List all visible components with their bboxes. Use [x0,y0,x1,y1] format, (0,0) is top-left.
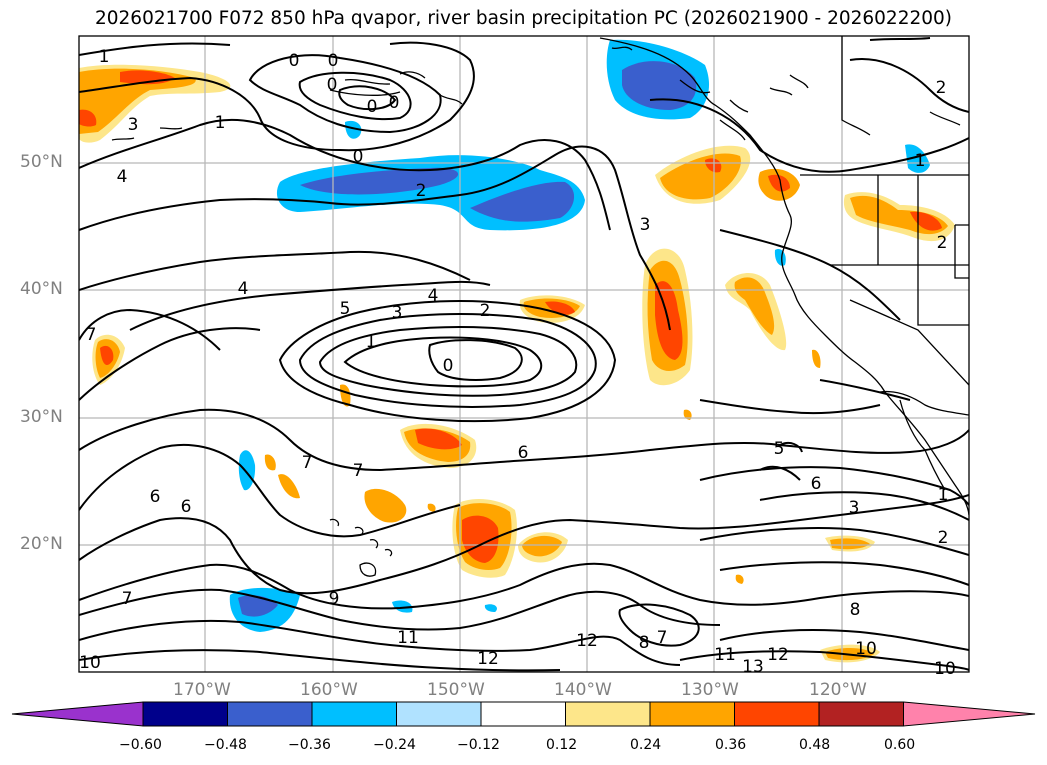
contour-label: 4 [428,286,439,306]
colorbar-cell [818,701,904,727]
contour-label: 3 [392,303,403,323]
lat-label: 50°N [20,152,63,172]
contour-label: 5 [774,439,785,459]
lon-label: 160°W [300,680,358,700]
contour-label: 3 [640,215,651,235]
contour-label: 6 [150,487,161,507]
colorbar-cell [311,701,397,727]
contour-label: 4 [238,279,249,299]
colorbar [11,701,1036,727]
contour-label: 7 [122,589,133,609]
colorbar-tick-label: −0.48 [204,737,247,753]
contour-label: 3 [849,498,860,518]
colorbar-tick-label: 0.36 [715,737,747,753]
contour-label: 6 [811,474,822,494]
colorbar-tick-label: 0.24 [630,737,662,753]
contour-label: 9 [329,589,340,609]
colorbar-cell [396,701,482,727]
contour-label: 7 [302,453,313,473]
contour-label: 1 [215,113,226,133]
contour-label: 7 [86,325,97,345]
contour-label: 12 [477,649,499,669]
contour-label: 2 [480,301,491,321]
contour-label: 7 [657,628,668,648]
colorbar-cell [649,701,735,727]
contour-label: 2 [416,181,427,201]
contour-label: 0 [328,51,339,71]
colorbar-cell [565,701,651,727]
colorbar-tick-label: 0.12 [546,737,578,753]
lon-label: 170°W [173,680,231,700]
shading-negative [229,39,930,632]
contour-label: 8 [850,600,861,620]
colorbar-cell [142,701,228,727]
colorbar-tick-label: −0.36 [288,737,331,753]
contour-label: 10 [855,639,877,659]
contour-label: 7 [353,461,364,481]
contour-label: 0 [389,93,400,113]
contour-label: 11 [714,645,736,665]
lat-label: 30°N [20,407,63,427]
contour-label: 11 [397,628,419,648]
contour-label: 3 [128,115,139,135]
colorbar-extend-low [11,701,144,727]
lon-label: 140°W [554,680,612,700]
colorbar-tick-label: 0.60 [884,737,916,753]
contour-label: 8 [639,633,650,653]
contour-label: 5 [340,299,351,319]
contour-label: 1 [366,332,377,352]
contour-label: 0 [367,97,378,117]
contour-label: 1 [99,47,110,67]
lat-label: 40°N [20,279,63,299]
qvapor-contours [79,37,969,672]
map-frame [78,35,970,673]
colorbar-cell [480,701,566,727]
colorbar-tick-label: 0.48 [799,737,831,753]
colorbar-tick-label: −0.12 [457,737,500,753]
lat-label: 20°N [20,534,63,554]
contour-label: 1 [938,485,949,505]
contour-label: 4 [117,167,128,187]
lon-label: 150°W [427,680,485,700]
contour-label: 2 [938,528,949,548]
colorbar-tick-label: −0.60 [119,737,162,753]
coastlines [111,36,969,516]
colorbar-tick-label: −0.24 [373,737,416,753]
colorbar-extend-high [903,701,1036,727]
colorbar-cell [734,701,820,727]
hawaii-islands [329,518,393,577]
contour-label: 6 [181,497,192,517]
shading-positive [79,64,955,663]
contour-label: 13 [742,657,764,677]
contour-label: 10 [934,659,956,679]
contour-label: 0 [327,75,338,95]
contour-label: 6 [518,443,529,463]
contour-label: 0 [353,147,364,167]
colorbar-cell [227,701,313,727]
contour-label: 2 [936,78,947,98]
contour-label: 12 [767,645,789,665]
map-title: 2026021700 F072 850 hPa qvapor, river ba… [94,8,953,29]
contour-label: 12 [576,631,598,651]
contour-label-group: 1 0 0 0 0 3 4 0 2 1 2 3 4 5 3 4 2 1 0 7 … [79,47,956,679]
graticule [79,36,969,672]
contour-label: 0 [289,51,300,71]
contour-label: 1 [915,151,926,171]
contour-label: 0 [443,356,454,376]
contour-label: 10 [79,653,101,673]
contour-label: 2 [937,233,948,253]
lon-label: 120°W [809,680,867,700]
lon-label: 130°W [681,680,739,700]
